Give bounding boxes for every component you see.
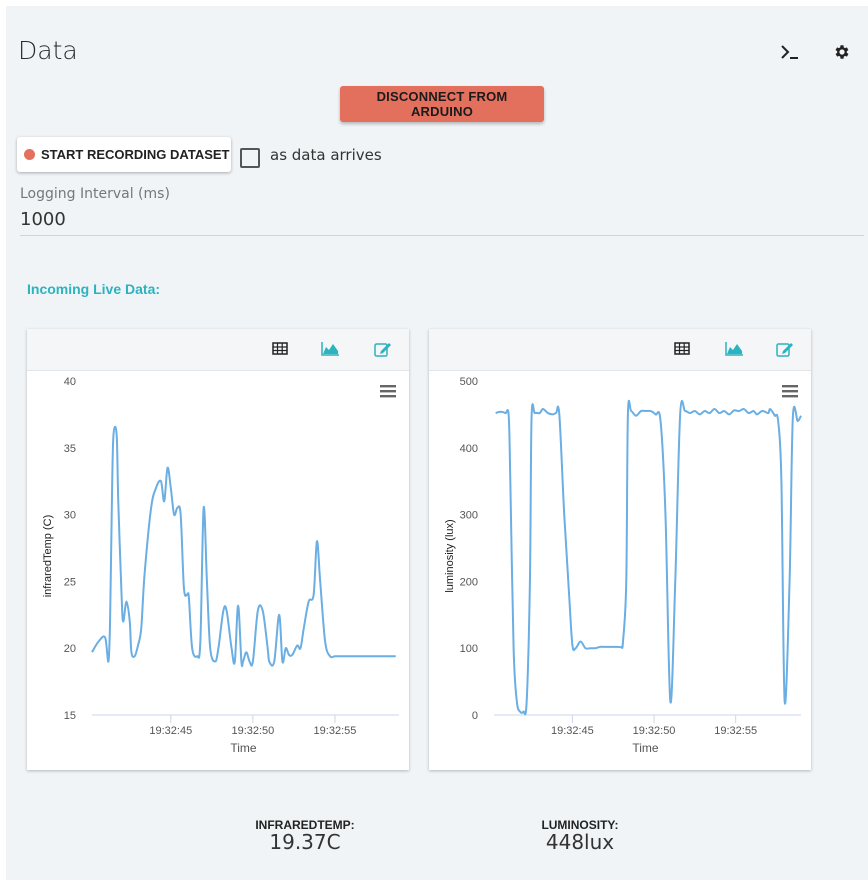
series-line (91, 425, 396, 668)
gear-icon[interactable] (830, 40, 854, 64)
y-tick-label: 30 (64, 510, 76, 522)
y-tick-label: 20 (64, 643, 76, 655)
start-recording-label: START RECORDING DATASET (41, 147, 230, 162)
edit-icon[interactable] (373, 339, 393, 359)
disconnect-button[interactable]: DISCONNECT FROM ARDUINO (340, 86, 544, 122)
edit-icon[interactable] (775, 339, 795, 359)
logging-interval-label: Logging Interval (ms) (20, 186, 170, 202)
chart-menu-icon[interactable] (782, 385, 798, 398)
y-axis-label: infraredTemp (C) (42, 515, 54, 598)
luminosity-chart-card: 0 100 200 300 400 500 19:32:45 19:32:50 19:32:55… (429, 329, 811, 770)
as-data-arrives-label: as data arrives (270, 146, 382, 164)
y-tick-label: 40 (64, 376, 76, 388)
y-tick-label: 35 (64, 443, 76, 455)
start-recording-button[interactable]: START RECORDING DATASET (17, 137, 231, 172)
x-tick-label: 19:32:45 (149, 725, 192, 737)
logging-interval-underline (20, 235, 864, 236)
terminal-icon[interactable] (778, 40, 802, 64)
x-axis-label: Time (632, 741, 659, 755)
infrared-temp-chart: 15 20 25 30 35 40 19:32:45 19:32:50 19:32:55 Time… (42, 376, 399, 755)
infrared-chart-card: 15 20 25 30 35 40 19:32:45 19:32:50 19:32:55 Time… (27, 329, 409, 770)
live-data-title: Incoming Live Data: (27, 281, 161, 297)
infrared-readout-label: INFRAREDTEMP: (255, 818, 355, 832)
y-tick-label: 25 (64, 576, 76, 588)
luminosity-readout-value: 448lux (545, 830, 615, 854)
x-tick-label: 19:32:55 (714, 725, 757, 737)
chart-toolbar (27, 329, 409, 371)
area-chart-icon[interactable] (724, 339, 744, 359)
record-dot-icon (24, 149, 35, 160)
luminosity-chart: 0 100 200 300 400 500 19:32:45 19:32:50 19:32:55… (444, 376, 802, 755)
y-tick-label: 15 (64, 710, 76, 722)
y-tick-label: 500 (460, 376, 478, 388)
y-tick-label: 200 (460, 576, 478, 588)
y-tick-label: 100 (460, 643, 478, 655)
table-icon[interactable] (673, 339, 693, 359)
page-title: Data (18, 36, 78, 65)
x-tick-label: 19:32:45 (551, 725, 594, 737)
chart-toolbar (429, 329, 811, 371)
infrared-readout-value: 19.37C (269, 830, 341, 854)
x-tick-label: 19:32:50 (231, 725, 274, 737)
y-axis-label: luminosity (lux) (444, 519, 456, 592)
area-chart-icon[interactable] (320, 339, 340, 359)
luminosity-readout-label: LUMINOSITY: (541, 818, 619, 832)
chart-menu-icon[interactable] (380, 385, 396, 398)
y-tick-label: 0 (472, 710, 478, 722)
x-tick-label: 19:32:50 (633, 725, 676, 737)
y-tick-label: 400 (460, 443, 478, 455)
table-icon[interactable] (271, 339, 291, 359)
x-axis-label: Time (230, 741, 257, 755)
as-data-arrives-checkbox[interactable] (240, 148, 260, 168)
y-tick-label: 300 (460, 510, 478, 522)
logging-interval-input[interactable]: 1000 (20, 209, 66, 230)
series-line (495, 399, 802, 716)
x-tick-label: 19:32:55 (314, 725, 357, 737)
